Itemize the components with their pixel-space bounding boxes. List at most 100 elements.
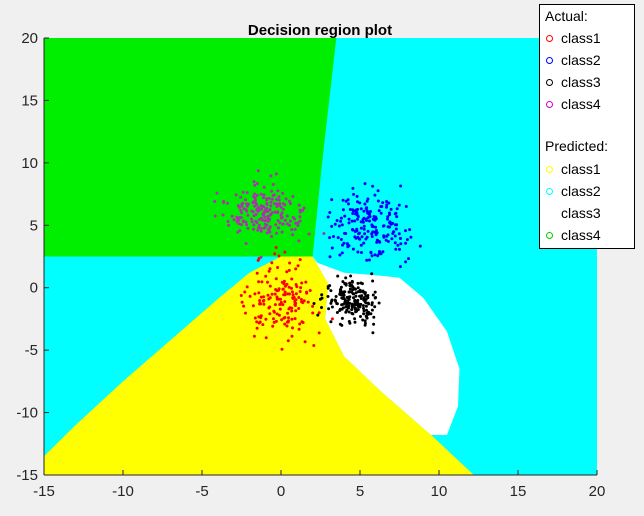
data-point-class2 <box>356 250 360 254</box>
data-point-class2 <box>356 217 359 221</box>
data-point-class4 <box>273 202 277 206</box>
data-point-class3 <box>354 294 358 298</box>
data-point-class4 <box>244 220 248 224</box>
data-point-class3 <box>320 306 323 309</box>
legend-label: class2 <box>561 183 601 199</box>
data-point-class4 <box>240 211 244 215</box>
data-point-class2 <box>362 227 366 231</box>
data-point-class1 <box>264 317 268 321</box>
data-point-class3 <box>347 295 351 299</box>
data-point-class2 <box>363 232 367 236</box>
data-point-class2 <box>379 211 383 215</box>
data-point-class1 <box>273 252 277 256</box>
data-point-class1 <box>273 292 277 296</box>
data-point-class4 <box>272 193 276 197</box>
data-point-class4 <box>253 198 257 202</box>
data-point-class4 <box>266 209 270 213</box>
data-point-class3 <box>354 308 358 312</box>
data-point-class1 <box>285 282 289 286</box>
data-point-class4 <box>276 226 280 230</box>
data-point-class1 <box>268 305 272 309</box>
data-point-class2 <box>397 203 401 207</box>
legend-label: class1 <box>561 30 601 46</box>
data-point-class1 <box>277 313 281 317</box>
data-point-class4 <box>241 219 245 223</box>
legend-marker <box>546 101 553 108</box>
data-point-class1 <box>256 258 260 262</box>
data-point-class2 <box>351 228 355 232</box>
data-point-class1 <box>255 326 259 330</box>
data-point-class2 <box>398 247 401 251</box>
data-point-class4 <box>275 231 279 235</box>
data-point-class3 <box>371 331 375 335</box>
data-point-class3 <box>377 301 381 305</box>
legend-actual-class2: class2 <box>546 52 601 68</box>
data-point-class1 <box>258 299 262 302</box>
data-point-class4 <box>268 213 272 217</box>
data-point-class1 <box>285 324 289 328</box>
data-point-class1 <box>268 312 272 316</box>
data-point-class2 <box>346 198 350 202</box>
legend-predicted-title: Predicted: <box>545 138 609 154</box>
data-point-class2 <box>386 233 390 237</box>
y-tick-label: 20 <box>21 30 38 47</box>
data-point-class2 <box>332 235 335 238</box>
data-point-class2 <box>362 209 366 213</box>
data-point-class4 <box>277 198 281 202</box>
data-point-class3 <box>359 302 363 306</box>
legend-label: class1 <box>561 161 601 177</box>
data-point-class4 <box>256 228 260 232</box>
data-point-class2 <box>393 223 397 227</box>
x-tick-label: -15 <box>33 483 55 500</box>
data-point-class4 <box>293 217 297 221</box>
data-point-class3 <box>339 293 343 297</box>
data-point-class1 <box>252 334 256 338</box>
legend-predicted-class2: class2 <box>546 183 601 199</box>
data-point-class2 <box>366 211 370 215</box>
legend-label: class3 <box>561 74 601 90</box>
data-point-class2 <box>340 223 344 227</box>
data-point-class4 <box>279 205 283 209</box>
data-point-class3 <box>363 319 367 323</box>
data-point-class1 <box>264 274 268 278</box>
data-point-class1 <box>268 284 272 288</box>
data-point-class1 <box>311 304 315 308</box>
data-point-class2 <box>373 253 377 257</box>
data-point-class4 <box>263 215 267 219</box>
data-point-class1 <box>304 280 308 284</box>
data-point-class4 <box>268 230 272 234</box>
data-point-class2 <box>395 215 399 219</box>
data-point-class4 <box>273 210 277 214</box>
data-point-class1 <box>280 347 284 351</box>
data-point-class3 <box>344 310 348 314</box>
data-point-class2 <box>328 211 332 214</box>
data-point-class4 <box>253 183 257 187</box>
region-class4 <box>44 38 337 257</box>
data-point-class1 <box>311 311 315 315</box>
data-point-class3 <box>363 323 367 327</box>
data-point-class3 <box>329 320 333 324</box>
data-point-class1 <box>244 311 247 315</box>
data-point-class1 <box>273 303 277 307</box>
data-point-class3 <box>372 322 376 326</box>
data-point-class4 <box>293 227 297 231</box>
data-point-class4 <box>237 222 241 226</box>
data-point-class2 <box>394 227 398 231</box>
data-point-class1 <box>275 289 279 293</box>
data-point-class1 <box>271 324 275 328</box>
data-point-class1 <box>286 339 290 343</box>
data-point-class2 <box>358 231 361 235</box>
data-point-class1 <box>293 317 297 321</box>
data-point-class2 <box>341 198 345 202</box>
data-point-class4 <box>256 169 260 173</box>
data-point-class2 <box>399 184 403 188</box>
data-point-class3 <box>329 301 333 305</box>
data-point-class1 <box>290 290 294 294</box>
data-point-class2 <box>398 265 402 269</box>
y-ticks: -15 -10 -5 0 5 10 15 20 <box>16 30 49 484</box>
data-point-class2 <box>362 224 366 228</box>
data-point-class4 <box>254 201 258 205</box>
data-point-class4 <box>284 197 288 201</box>
data-point-class1 <box>257 280 261 284</box>
